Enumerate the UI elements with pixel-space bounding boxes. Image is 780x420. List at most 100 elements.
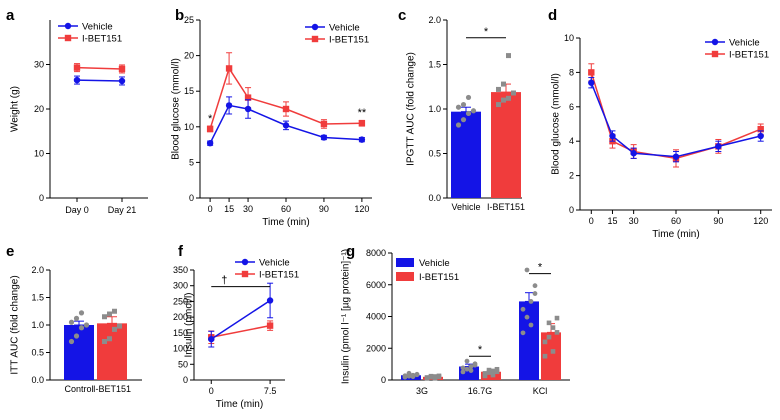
d-xtick-label: 30 [629,216,639,226]
d-point-ibet151 [588,69,595,76]
a-series-vehicle [76,79,123,82]
b-point-vehicle [244,105,252,113]
c-ytick-label: 2.0 [428,15,441,25]
g-dot [464,358,470,364]
d-xtick-label: 60 [671,216,681,226]
g-dot [546,334,552,340]
b-point-ibet151 [225,65,233,72]
c-dot [455,104,462,110]
c-dot [460,101,467,108]
f-series-i-bet151 [211,324,271,338]
g-xtick-label: KCl [533,386,548,396]
c-ytick-label: 0.5 [428,149,441,159]
e-ytick-label: 1.0 [31,320,44,330]
b-series-vehicle [209,104,362,144]
chart-itt-auc: 0.0 0.5 1.0 1.5 2.0 ITT AUC (fold change) Cont… [10,265,142,394]
g-bar-kcl-vehicle [519,301,539,380]
c-ytick-label: 1.0 [428,104,441,114]
f-ytick-label: 0 [183,375,188,385]
g-dot [524,314,530,320]
a-point-ibet151 [73,64,81,71]
d-point-vehicle [672,153,680,160]
f-ytick-label: 150 [173,328,188,338]
g-dot [414,372,420,378]
f-series-vehicle [210,299,271,340]
chart-insulin-secretion: 0 2000 4000 6000 8000 Insulin (pmol l⁻¹ [µg p… [341,248,570,396]
b-xtick-label: 120 [354,204,369,214]
c-ytick-label: 0.0 [428,193,441,203]
d-legend-i-bet151: I-BET151 [729,50,769,61]
f-ytick-label: 250 [173,296,188,306]
c-dot [465,110,472,117]
a-point-vehicle [118,77,126,85]
d-ytick-label: 4 [569,136,574,146]
g-dot [402,373,408,379]
e-dot [83,322,90,328]
g-dot [460,365,466,371]
d-ytick-label: 8 [569,67,574,77]
c-ylabel: IPGTT AUC (fold change) [406,52,417,166]
d-ytick-label: 10 [564,33,574,43]
e-xtick-label: Control [64,384,93,394]
e-dot [107,311,112,317]
b-ytick-label: 20 [184,51,194,61]
g-legend-i-bet151: I-BET151 [419,272,459,283]
g-ytick-label: 0 [381,375,386,385]
e-dot [68,319,75,325]
b-legend-point-ibet151 [311,35,319,43]
e-xtick-label: I-BET151 [93,384,131,394]
g-dot [424,375,430,380]
e-dot [68,338,75,345]
g-bar-kcl-i-bet151 [541,332,561,380]
d-xtick-label: 120 [753,216,768,226]
a-legend-point-vehicle [64,22,72,30]
panel-letter-b: b [175,7,184,24]
d-xtick-label: 90 [713,216,723,226]
d-ylabel: Blood glucose (mmol/l) [551,73,562,175]
c-dot [501,97,506,103]
panel-letter-g: g [346,243,355,260]
b-legend-vehicle: Vehicle [329,23,360,34]
g-dot [464,366,470,372]
g-dot [546,320,552,326]
b-point-ibet151 [244,94,252,101]
g-dot [542,339,548,345]
a-legend-point-ibet151 [64,34,72,42]
chart-ipgtt-glucose: 0 5 10 15 20 25 Blood glucose (mmol/l) 0 15 30 60 9… [171,15,372,228]
f-xtick-label: 7.5 [264,386,277,396]
f-ytick-label: 100 [173,344,188,354]
b-point-vehicle [358,136,366,143]
g-ytick-label: 4000 [366,312,386,322]
g-dot [486,367,492,373]
c-dot [455,122,462,128]
b-xtick-label: 90 [319,204,329,214]
chart-ipgtt-auc: 0.0 0.5 1.0 1.5 2.0 IPGTT AUC (fold change) Ve… [406,15,526,212]
a-point-vehicle [73,76,81,84]
d-series-i-bet151 [590,72,761,160]
d-ytick-label: 2 [569,171,574,181]
c-dot [506,53,511,59]
g-dot [528,322,534,328]
b-ytick-label: 0 [189,193,194,203]
a-ylabel: Weight (g) [10,86,21,132]
panel-letter-f: f [178,243,184,260]
b-point-vehicle [225,102,233,109]
g-dot [542,353,548,359]
g-dot [472,362,478,368]
g-dot [494,366,500,372]
c-xtick-label: Vehicle [451,202,480,212]
e-dot [78,310,85,316]
b-xtick-label: 15 [224,204,234,214]
g-dot [410,374,416,380]
b-significance-mark: * [208,113,213,125]
f-significance-mark: † [221,275,227,287]
d-series-vehicle [590,82,761,158]
e-dot [117,323,122,329]
d-legend-point-vehicle [711,38,719,46]
g-legend-vehicle: Vehicle [419,258,450,269]
chart-itt-glucose: 0 2 4 6 8 10 Blood glucose (mmol/l) 0 15 30 60 90 12… [551,33,772,240]
e-dot [102,314,107,320]
g-dot [520,306,526,312]
b-point-ibet151 [320,120,328,128]
